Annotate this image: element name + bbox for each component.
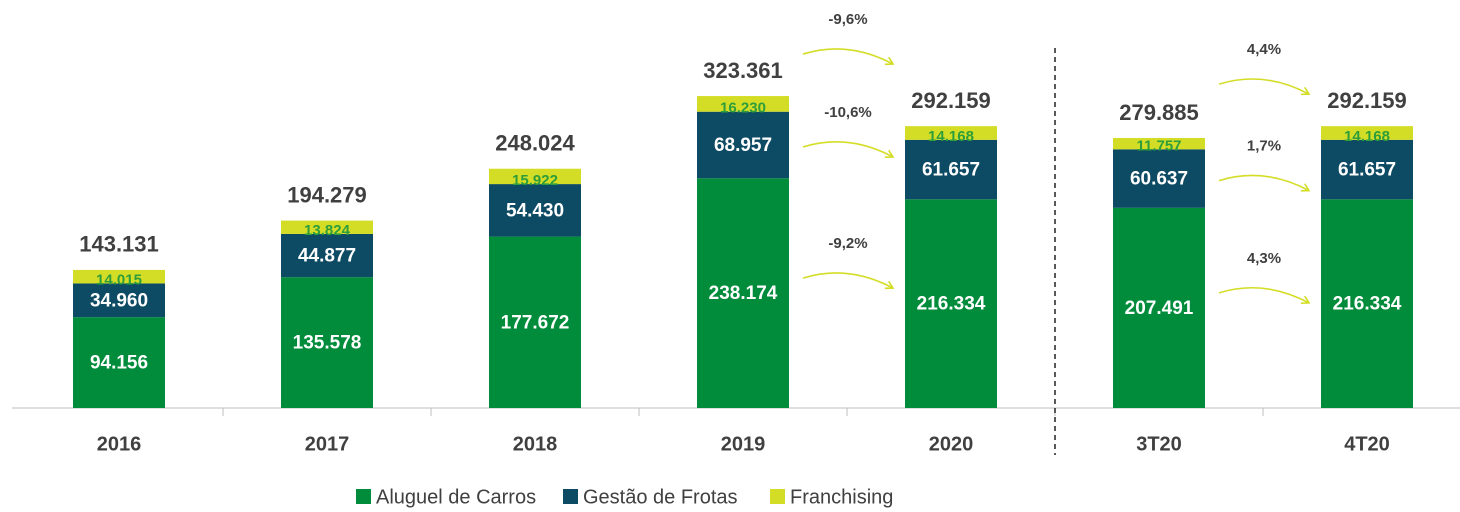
value-label: 216.334 [917, 294, 986, 315]
bar-segment [73, 269, 165, 284]
bar-segment [281, 233, 373, 278]
value-label: 68.957 [714, 135, 772, 156]
bar-segment [489, 184, 581, 237]
total-label: 279.885 [1119, 100, 1199, 125]
total-label: 194.279 [287, 182, 367, 207]
value-label: 61.657 [1338, 160, 1396, 181]
x-tick-label: 2020 [929, 433, 974, 455]
legend-swatch [563, 489, 578, 504]
growth-arrow [1218, 174, 1311, 192]
growth-label: -9,2% [828, 235, 867, 252]
value-label: 44.877 [298, 246, 356, 267]
growth-arrow [1218, 78, 1311, 96]
value-label: 16.230 [720, 100, 766, 117]
growth-label: 4,4% [1247, 41, 1281, 58]
value-label: 94.156 [90, 353, 148, 374]
value-label: 54.430 [506, 200, 564, 221]
x-tick-label: 2017 [305, 433, 350, 455]
total-label: 143.131 [79, 232, 159, 257]
total-label: 292.159 [1327, 88, 1407, 113]
bar-segment [281, 220, 373, 234]
value-label: 177.672 [501, 312, 570, 333]
growth-label: 1,7% [1247, 138, 1281, 155]
bar-segment [281, 277, 373, 408]
value-label: 11.757 [1136, 137, 1181, 154]
legend-swatch [770, 489, 785, 504]
growth-arrow [802, 272, 895, 290]
bar-segment [697, 96, 789, 112]
bar-segment [1321, 199, 1413, 408]
value-label: 207.491 [1125, 298, 1194, 319]
x-tick-label: 2019 [721, 433, 766, 455]
bar-segment [1321, 126, 1413, 140]
bar-segment [1321, 139, 1413, 200]
value-label: 135.578 [293, 333, 362, 354]
total-label: 323.361 [703, 58, 783, 83]
bar-segment [73, 317, 165, 408]
value-label: 13.824 [304, 222, 351, 239]
growth-label: -10,6% [824, 104, 872, 121]
value-label: 14.015 [96, 271, 142, 288]
growth-arrow [802, 48, 895, 66]
value-label: 15.922 [512, 172, 558, 189]
value-label: 14.168 [1344, 128, 1390, 145]
bar-segment [489, 236, 581, 408]
legend-label: Gestão de Frotas [583, 486, 738, 508]
x-tick-label: 2016 [97, 433, 142, 455]
bar-segment [1113, 149, 1205, 208]
bar-segment [1113, 207, 1205, 408]
value-label: 238.174 [709, 283, 778, 304]
bar-segment [73, 283, 165, 318]
value-label: 61.657 [922, 160, 980, 181]
x-tick-label: 4T20 [1344, 433, 1390, 455]
growth-label: 4,3% [1247, 250, 1281, 267]
bar-segment [697, 111, 789, 179]
x-tick-label: 3T20 [1136, 433, 1182, 455]
bar-segment [697, 178, 789, 408]
bar-segment [905, 126, 997, 140]
value-label: 34.960 [90, 290, 148, 311]
bar-segment [905, 199, 997, 408]
legend-label: Aluguel de Carros [376, 486, 536, 508]
growth-arrow [1218, 286, 1311, 304]
value-label: 14.168 [928, 128, 974, 145]
value-label: 216.334 [1333, 294, 1402, 315]
bar-segment [1113, 137, 1205, 150]
total-label: 248.024 [495, 131, 575, 156]
value-label: 60.637 [1130, 169, 1188, 190]
growth-arrow [802, 141, 895, 159]
bar-segment [905, 139, 997, 200]
legend-swatch [356, 489, 371, 504]
x-tick-label: 2018 [513, 433, 558, 455]
bar-segment [489, 168, 581, 185]
growth-label: -9,6% [828, 11, 867, 28]
legend-label: Franchising [790, 486, 893, 508]
total-label: 292.159 [911, 88, 991, 113]
